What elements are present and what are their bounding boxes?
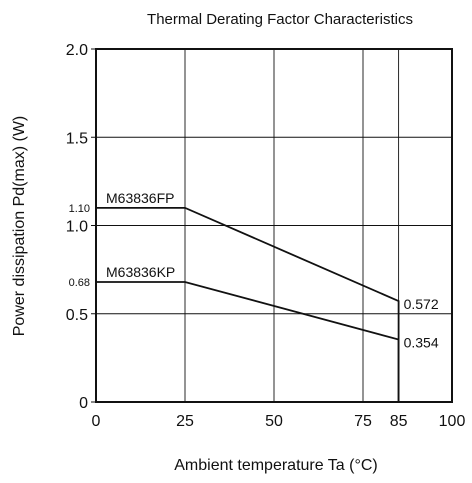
y-tick-label: 1.5: [66, 130, 88, 147]
y-extra-tick-label: 0.68: [69, 277, 90, 289]
y-tick-label: 2.0: [66, 42, 88, 59]
series-layer: M63836FP 0.572 M63836KP 0.354: [96, 190, 439, 402]
x-axis-label: Ambient temperature Ta (°C): [174, 457, 378, 474]
series-name-label: M63836KP: [106, 264, 175, 280]
x-tick-label: 0: [92, 413, 101, 430]
series-end-value-label: 0.572: [404, 296, 439, 312]
series-end-value-label: 0.354: [404, 335, 439, 351]
x-tick-label: 50: [265, 413, 283, 430]
x-tick-label: 25: [176, 413, 194, 430]
y-axis-label: Power dissipation Pd(max) (W): [11, 116, 28, 337]
x-tick-label: 100: [439, 413, 466, 430]
y-tick-label: 0.5: [66, 307, 88, 324]
series-line-m63836kp: [96, 281, 400, 402]
x-tick-label: 75: [354, 413, 372, 430]
grid-lines: [96, 49, 452, 402]
y-tick-label: 1.0: [66, 219, 88, 236]
series-line-m63836fp: [96, 206, 400, 402]
y-tick-label: 0: [79, 395, 88, 412]
x-tick-label: 85: [390, 413, 408, 430]
series-name-label: M63836FP: [106, 190, 174, 206]
tick-labels: 0 25 50 75 85 100 0 0.5 1.0 1.5 2.0 1.10 0.68: [66, 42, 466, 430]
y-extra-tick-label: 1.10: [69, 203, 90, 215]
chart-title: Thermal Derating Factor Characteristics: [147, 11, 413, 28]
